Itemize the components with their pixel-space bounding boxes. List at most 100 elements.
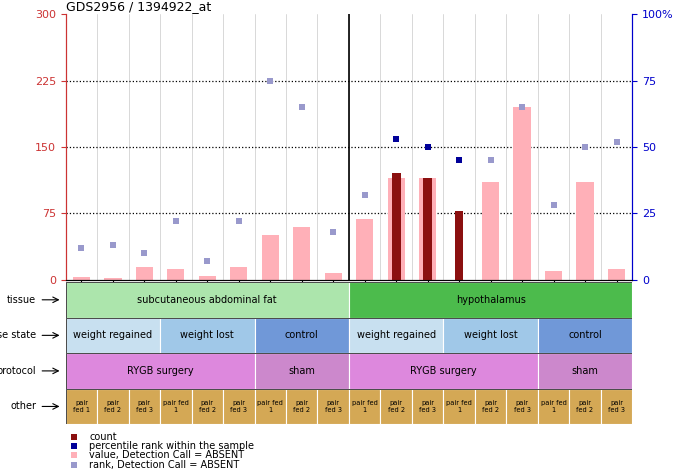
Bar: [129, 389, 160, 424]
Text: RYGB surgery: RYGB surgery: [126, 366, 193, 376]
Text: pair
fed 2: pair fed 2: [576, 400, 594, 413]
Text: rank, Detection Call = ABSENT: rank, Detection Call = ABSENT: [89, 460, 240, 470]
Text: disease state: disease state: [0, 330, 36, 340]
Bar: [254, 353, 349, 389]
Bar: [356, 219, 373, 280]
Bar: [160, 318, 254, 353]
Bar: [392, 173, 401, 280]
Bar: [104, 278, 122, 280]
Point: [359, 191, 370, 199]
Bar: [538, 353, 632, 389]
Text: weight regained: weight regained: [357, 330, 436, 340]
Bar: [286, 389, 317, 424]
Text: subcutaneous abdominal fat: subcutaneous abdominal fat: [138, 295, 277, 305]
Bar: [538, 389, 569, 424]
Text: pair
fed 2: pair fed 2: [482, 400, 499, 413]
Bar: [97, 389, 129, 424]
Text: control: control: [568, 330, 602, 340]
Bar: [317, 389, 349, 424]
Point: [202, 257, 213, 265]
Text: RYGB surgery: RYGB surgery: [410, 366, 477, 376]
Bar: [538, 318, 632, 353]
Point: [453, 156, 464, 164]
Bar: [545, 271, 562, 280]
Text: percentile rank within the sample: percentile rank within the sample: [89, 441, 254, 451]
Point: [170, 218, 181, 225]
Bar: [223, 389, 254, 424]
Point: [234, 218, 245, 225]
Bar: [576, 182, 594, 280]
Bar: [569, 389, 600, 424]
Bar: [388, 178, 405, 280]
Bar: [293, 227, 310, 280]
Bar: [325, 273, 342, 280]
Point: [548, 201, 559, 209]
Text: pair
fed 2: pair fed 2: [104, 400, 122, 413]
Point: [76, 244, 87, 252]
Bar: [230, 267, 247, 280]
Point: [390, 135, 401, 143]
Bar: [349, 389, 381, 424]
Bar: [482, 182, 500, 280]
Text: control: control: [285, 330, 319, 340]
Bar: [167, 269, 184, 280]
Text: pair
fed 3: pair fed 3: [230, 400, 247, 413]
Text: pair
fed 3: pair fed 3: [419, 400, 436, 413]
Bar: [381, 389, 412, 424]
Bar: [475, 389, 507, 424]
Bar: [444, 318, 538, 353]
Text: hypothalamus: hypothalamus: [455, 295, 526, 305]
Point: [107, 241, 118, 249]
Point: [68, 452, 79, 459]
Bar: [349, 353, 538, 389]
Text: pair fed
1: pair fed 1: [352, 400, 378, 413]
Bar: [424, 178, 432, 280]
Text: pair fed
1: pair fed 1: [540, 400, 567, 413]
Bar: [349, 318, 444, 353]
Bar: [160, 389, 191, 424]
Text: pair
fed 2: pair fed 2: [388, 400, 405, 413]
Point: [517, 103, 528, 111]
Text: weight lost: weight lost: [180, 330, 234, 340]
Point: [485, 156, 496, 164]
Point: [580, 143, 591, 151]
Bar: [66, 389, 97, 424]
Point: [265, 77, 276, 84]
Bar: [73, 277, 90, 280]
Text: pair
fed 2: pair fed 2: [199, 400, 216, 413]
Text: pair fed
1: pair fed 1: [446, 400, 472, 413]
Bar: [254, 318, 349, 353]
Text: pair fed
1: pair fed 1: [163, 400, 189, 413]
Text: pair
fed 3: pair fed 3: [136, 400, 153, 413]
Bar: [66, 318, 160, 353]
Bar: [66, 282, 349, 318]
Text: protocol: protocol: [0, 366, 36, 376]
Text: pair
fed 3: pair fed 3: [608, 400, 625, 413]
Point: [328, 228, 339, 236]
Bar: [66, 353, 254, 389]
Point: [68, 461, 79, 469]
Point: [611, 138, 622, 146]
Bar: [198, 276, 216, 280]
Text: pair
fed 3: pair fed 3: [513, 400, 531, 413]
Text: pair
fed 2: pair fed 2: [293, 400, 310, 413]
Point: [68, 442, 79, 450]
Bar: [262, 236, 279, 280]
Text: other: other: [10, 401, 36, 411]
Text: pair
fed 3: pair fed 3: [325, 400, 342, 413]
Bar: [254, 389, 286, 424]
Bar: [349, 282, 632, 318]
Point: [422, 143, 433, 151]
Bar: [507, 389, 538, 424]
Bar: [513, 107, 531, 280]
Bar: [444, 389, 475, 424]
Text: sham: sham: [571, 366, 598, 376]
Text: count: count: [89, 432, 117, 442]
Bar: [600, 389, 632, 424]
Point: [68, 433, 79, 440]
Text: weight lost: weight lost: [464, 330, 518, 340]
Bar: [191, 389, 223, 424]
Text: pair fed
1: pair fed 1: [257, 400, 283, 413]
Text: weight regained: weight regained: [73, 330, 153, 340]
Text: sham: sham: [288, 366, 315, 376]
